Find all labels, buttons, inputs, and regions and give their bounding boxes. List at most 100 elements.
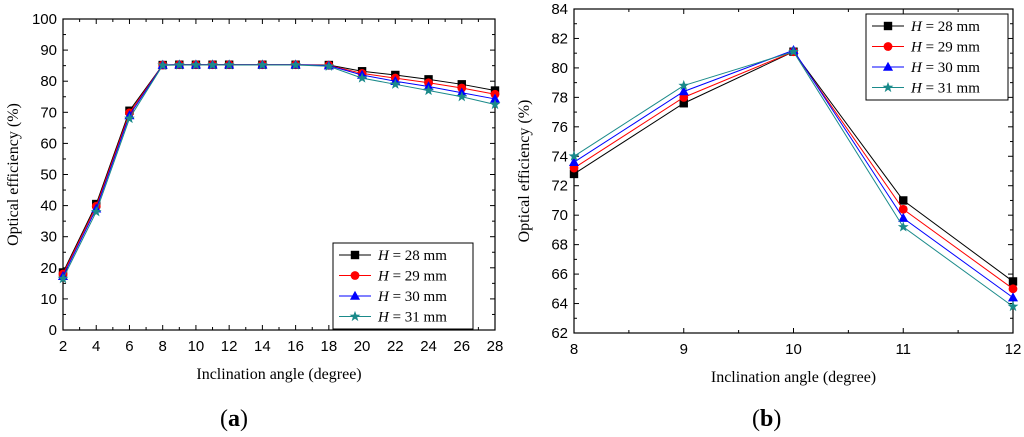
data-point <box>489 93 501 103</box>
x-axis-label: Inclination angle (degree) <box>196 366 361 383</box>
legend-marker <box>349 310 361 322</box>
data-point <box>569 169 579 179</box>
x-tick-label: 2 <box>59 338 67 355</box>
y-tick-label: 64 <box>551 296 568 313</box>
data-point <box>57 273 69 284</box>
y-tick-label: 66 <box>551 266 568 283</box>
chart-panel-a: 2 4 6 8 10 12 14 16 18 20 22 24 26 280102030405060708… <box>5 11 503 383</box>
data-point <box>323 60 335 71</box>
panel-label-b: (b) <box>752 406 782 432</box>
legend-marker <box>350 271 360 280</box>
data-point <box>356 72 368 83</box>
y-tick-label: 76 <box>551 119 568 136</box>
data-point <box>190 59 202 70</box>
legend-entry: H = 30 mm <box>377 289 447 305</box>
y-tick-label: 60 <box>40 135 57 152</box>
y-tick-label: 80 <box>551 60 568 77</box>
y-tick-label: 72 <box>551 178 568 195</box>
panel-label-a: (a) <box>220 406 248 432</box>
legend-marker <box>882 81 894 93</box>
x-tick-label: 16 <box>287 338 304 355</box>
data-point <box>568 156 580 166</box>
data-point <box>788 46 799 57</box>
data-point <box>256 59 268 70</box>
data-point <box>1007 300 1019 312</box>
data-point <box>223 59 235 70</box>
data-point <box>124 112 135 124</box>
x-tick-label: 18 <box>321 338 338 355</box>
legend-entry: H = 31 mm <box>377 310 447 326</box>
legend-marker <box>883 21 893 31</box>
x-tick-label: 6 <box>125 338 133 355</box>
x-tick-label: 8 <box>570 341 578 358</box>
series-line-1 <box>62 64 496 273</box>
data-point <box>1007 292 1019 302</box>
data-point <box>899 196 908 205</box>
y-axis-label: Optical efficiency (%) <box>5 103 22 246</box>
y-tick-label: 82 <box>551 30 568 47</box>
legend-entry: H = 29 mm <box>377 269 447 285</box>
data-point <box>678 79 690 91</box>
x-tick-label: 4 <box>92 338 100 355</box>
x-tick-label: 28 <box>487 338 504 355</box>
y-tick-label: 40 <box>40 198 57 215</box>
y-tick-label: 70 <box>40 104 57 121</box>
data-point <box>423 84 434 96</box>
data-point <box>568 150 580 161</box>
x-tick-label: 10 <box>188 338 205 355</box>
x-tick-label: 10 <box>785 341 802 358</box>
x-tick-label: 9 <box>680 341 688 358</box>
y-tick-label: 70 <box>551 207 568 224</box>
y-tick-label: 62 <box>551 325 568 342</box>
y-tick-label: 68 <box>551 237 568 254</box>
y-tick-label: 80 <box>40 73 57 90</box>
x-tick-label: 24 <box>420 338 437 355</box>
data-point <box>1008 284 1018 294</box>
data-point <box>898 204 908 214</box>
data-point <box>678 86 689 96</box>
legend-entry: H = 28 mm <box>910 19 980 35</box>
y-tick-label: 84 <box>551 1 568 18</box>
data-point <box>679 99 688 108</box>
y-tick-label: 50 <box>40 167 57 184</box>
x-tick-label: 20 <box>354 338 371 355</box>
data-point <box>897 221 909 232</box>
data-point <box>90 206 102 217</box>
x-axis-label: Inclination angle (degree) <box>711 369 876 386</box>
legend-entry: H = 31 mm <box>910 81 980 97</box>
x-tick-label: 12 <box>221 338 238 355</box>
legend-marker <box>883 42 893 51</box>
data-point <box>456 91 468 102</box>
data-point <box>389 78 401 89</box>
data-point <box>207 59 218 70</box>
legend-entry: H = 28 mm <box>377 248 447 264</box>
x-tick-label: 26 <box>453 338 470 355</box>
legend-marker <box>349 290 361 300</box>
data-point <box>157 59 169 70</box>
data-point <box>489 98 501 110</box>
chart-panel-b: 8 9 10 11 12 62 64 66 68 70 72 74 76 78 80 82 84 Inclinat… <box>516 1 1021 386</box>
legend-marker <box>350 250 360 260</box>
data-point <box>898 212 909 222</box>
y-tick-label: 0 <box>49 322 57 339</box>
x-tick-label: 11 <box>895 341 911 358</box>
y-tick-label: 74 <box>551 148 568 165</box>
legend-entry: H = 29 mm <box>910 40 980 56</box>
y-tick-label: 30 <box>40 229 57 246</box>
x-tick-label: 22 <box>387 338 404 355</box>
y-tick-label: 90 <box>40 42 57 59</box>
x-tick-label: 12 <box>1005 341 1022 358</box>
data-point <box>290 59 302 70</box>
legend-marker <box>882 61 894 71</box>
y-tick-label: 10 <box>40 291 57 308</box>
y-tick-label: 78 <box>551 89 568 106</box>
x-tick-label: 8 <box>159 338 167 355</box>
legend-entry: H = 30 mm <box>910 60 980 76</box>
y-tick-label: 100 <box>32 11 57 28</box>
x-tick-label: 14 <box>254 338 271 355</box>
series-line-4 <box>62 64 496 279</box>
data-point <box>1008 277 1018 286</box>
data-point <box>173 59 185 70</box>
y-tick-label: 20 <box>40 260 57 277</box>
